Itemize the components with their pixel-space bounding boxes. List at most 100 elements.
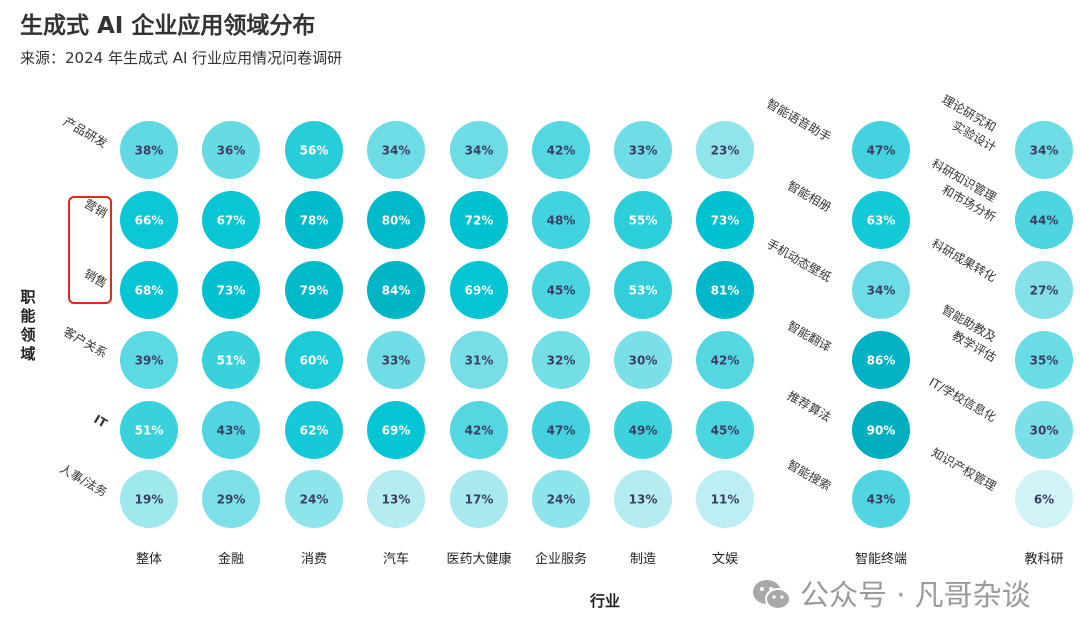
bubble <box>852 401 910 459</box>
column-label: 整体 <box>136 552 162 567</box>
bubble-value-label: 69% <box>382 424 411 438</box>
bubble <box>285 331 343 389</box>
bubble-value-label: 47% <box>867 144 896 158</box>
column-label: 医药大健康 <box>446 551 511 567</box>
bubble-value-label: 43% <box>217 424 246 438</box>
row-label: IT/学校信息化 <box>927 374 999 424</box>
bubble-value-label: 45% <box>547 284 576 298</box>
row-label: 手机动态壁纸 <box>764 236 834 285</box>
highlight-box <box>68 196 112 304</box>
bubble <box>696 331 754 389</box>
row-label: IT <box>92 412 111 431</box>
bubble <box>120 121 178 179</box>
bubble-value-label: 19% <box>135 493 164 507</box>
column-label: 汽车 <box>383 551 409 567</box>
bubble-value-label: 90% <box>867 424 896 438</box>
bubble-value-label: 49% <box>629 424 658 438</box>
bubble <box>202 331 260 389</box>
bubble <box>1015 470 1073 528</box>
bubble <box>367 121 425 179</box>
bubble <box>450 470 508 528</box>
bubble <box>532 331 590 389</box>
bubble <box>696 121 754 179</box>
bubble-value-label: 81% <box>711 284 740 298</box>
bubble <box>1015 401 1073 459</box>
bubble-value-label: 34% <box>1030 144 1059 158</box>
bubble <box>852 121 910 179</box>
bubble <box>532 191 590 249</box>
bubble-value-label: 72% <box>465 214 494 228</box>
column-label: 文娱 <box>712 552 738 567</box>
bubble-value-label: 24% <box>300 493 329 507</box>
bubble-value-label: 42% <box>465 424 494 438</box>
bubble-value-label: 17% <box>465 493 494 507</box>
bubble-value-label: 36% <box>217 144 246 158</box>
row-label: 科研成果转化 <box>929 236 999 285</box>
bubble <box>367 470 425 528</box>
bubble <box>852 470 910 528</box>
bubble-value-label: 42% <box>711 354 740 368</box>
bubble <box>367 331 425 389</box>
y-axis-title: 职能领域 <box>20 288 36 363</box>
bubble <box>450 331 508 389</box>
bubble <box>450 401 508 459</box>
column-label: 智能终端 <box>855 551 907 567</box>
bubble <box>120 191 178 249</box>
bubble-value-label: 45% <box>711 424 740 438</box>
wechat-icon <box>753 580 791 610</box>
bubble-value-label: 66% <box>135 214 164 228</box>
bubble-value-label: 33% <box>629 144 658 158</box>
bubble <box>202 121 260 179</box>
bubble <box>614 261 672 319</box>
bubble <box>285 121 343 179</box>
x-axis-title: 行业 <box>590 592 621 610</box>
bubble <box>202 470 260 528</box>
bubble <box>614 121 672 179</box>
bubble-value-label: 56% <box>300 144 329 158</box>
bubble <box>202 261 260 319</box>
bubble <box>532 121 590 179</box>
chart-title: 生成式 AI 企业应用领域分布 <box>20 13 316 39</box>
bubble-value-label: 29% <box>217 493 246 507</box>
bubble <box>614 331 672 389</box>
bubble <box>614 191 672 249</box>
bubble <box>285 191 343 249</box>
bubble-value-label: 62% <box>300 424 329 438</box>
bubble <box>202 401 260 459</box>
row-label: 智能语音助手 <box>764 96 834 145</box>
bubble-value-label: 6% <box>1034 493 1054 507</box>
bubble <box>450 121 508 179</box>
bubble-value-label: 60% <box>300 354 329 368</box>
row-label: 产品研发 <box>61 114 110 151</box>
bubble <box>852 191 910 249</box>
bubble-value-label: 34% <box>382 144 411 158</box>
bubble-value-label: 43% <box>867 493 896 507</box>
bubble <box>852 331 910 389</box>
bubble-value-label: 38% <box>135 144 164 158</box>
bubble-value-label: 79% <box>300 284 329 298</box>
bubble-value-label: 63% <box>867 214 896 228</box>
bubble-value-label: 78% <box>300 214 329 228</box>
bubble-value-label: 30% <box>1030 424 1059 438</box>
bubble-value-label: 34% <box>867 284 896 298</box>
bubble-value-label: 32% <box>547 354 576 368</box>
column-label: 消费 <box>301 552 327 567</box>
bubble-value-label: 24% <box>547 493 576 507</box>
bubble-value-label: 27% <box>1030 284 1059 298</box>
bubble-value-label: 69% <box>465 284 494 298</box>
bubble-value-label: 84% <box>382 284 411 298</box>
bubble-value-label: 51% <box>135 424 164 438</box>
bubble <box>120 470 178 528</box>
bubble <box>696 191 754 249</box>
bubble <box>696 261 754 319</box>
bubble <box>120 401 178 459</box>
bubble-value-label: 68% <box>135 284 164 298</box>
bubble-value-label: 23% <box>711 144 740 158</box>
bubble-value-label: 55% <box>629 214 658 228</box>
column-label: 制造 <box>630 552 656 567</box>
bubble-value-label: 13% <box>382 493 411 507</box>
column-label: 教科研 <box>1024 551 1063 567</box>
bubble <box>852 261 910 319</box>
bubble <box>450 191 508 249</box>
